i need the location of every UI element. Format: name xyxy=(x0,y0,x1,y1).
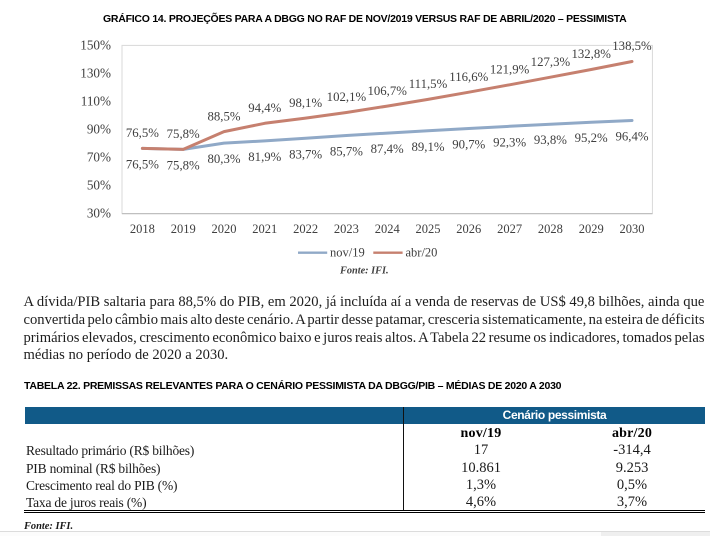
svg-text:85,7%: 85,7% xyxy=(330,145,363,159)
svg-text:abr/20: abr/20 xyxy=(406,246,438,260)
svg-text:83,7%: 83,7% xyxy=(289,147,322,161)
svg-text:132,8%: 132,8% xyxy=(571,47,611,61)
svg-text:50%: 50% xyxy=(87,178,111,193)
svg-text:89,1%: 89,1% xyxy=(411,140,444,154)
svg-text:88,5%: 88,5% xyxy=(207,109,240,123)
svg-text:2029: 2029 xyxy=(579,222,604,236)
svg-text:2025: 2025 xyxy=(416,222,441,236)
svg-text:2030: 2030 xyxy=(620,222,645,236)
svg-text:130%: 130% xyxy=(80,65,111,80)
svg-text:92,3%: 92,3% xyxy=(493,135,526,149)
svg-text:96,4%: 96,4% xyxy=(615,130,648,144)
svg-text:2023: 2023 xyxy=(334,222,359,236)
svg-text:90%: 90% xyxy=(87,122,111,137)
svg-text:93,8%: 93,8% xyxy=(534,133,567,147)
svg-text:2028: 2028 xyxy=(538,222,563,236)
svg-text:2021: 2021 xyxy=(252,222,277,236)
svg-text:110%: 110% xyxy=(81,94,111,109)
svg-text:2022: 2022 xyxy=(293,222,318,236)
svg-text:116,6%: 116,6% xyxy=(449,70,488,84)
svg-text:111,5%: 111,5% xyxy=(409,77,448,91)
svg-text:2026: 2026 xyxy=(456,222,481,236)
svg-text:95,2%: 95,2% xyxy=(575,131,608,145)
svg-text:90,7%: 90,7% xyxy=(452,138,485,152)
svg-text:70%: 70% xyxy=(87,150,111,165)
svg-text:127,3%: 127,3% xyxy=(531,55,571,69)
svg-text:75,8%: 75,8% xyxy=(167,127,200,141)
svg-text:30%: 30% xyxy=(87,206,111,221)
svg-text:138,5%: 138,5% xyxy=(612,39,652,53)
svg-text:nov/19: nov/19 xyxy=(330,246,365,260)
svg-text:80,3%: 80,3% xyxy=(207,152,240,166)
svg-text:102,1%: 102,1% xyxy=(327,90,367,104)
svg-text:76,5%: 76,5% xyxy=(126,126,159,140)
svg-text:2020: 2020 xyxy=(212,222,237,236)
svg-text:75,8%: 75,8% xyxy=(167,158,200,172)
svg-text:121,9%: 121,9% xyxy=(490,63,530,77)
svg-text:94,4%: 94,4% xyxy=(248,101,281,115)
svg-text:2027: 2027 xyxy=(497,222,522,236)
svg-text:2018: 2018 xyxy=(130,222,155,236)
svg-text:2019: 2019 xyxy=(171,222,196,236)
svg-text:76,5%: 76,5% xyxy=(126,157,159,171)
svg-text:Fonte: IFI.: Fonte: IFI. xyxy=(339,266,389,277)
svg-text:81,9%: 81,9% xyxy=(248,150,281,164)
svg-text:2024: 2024 xyxy=(375,222,401,236)
svg-text:87,4%: 87,4% xyxy=(371,142,404,156)
svg-text:106,7%: 106,7% xyxy=(367,84,407,98)
svg-text:150%: 150% xyxy=(80,37,111,52)
svg-text:98,1%: 98,1% xyxy=(289,96,322,110)
